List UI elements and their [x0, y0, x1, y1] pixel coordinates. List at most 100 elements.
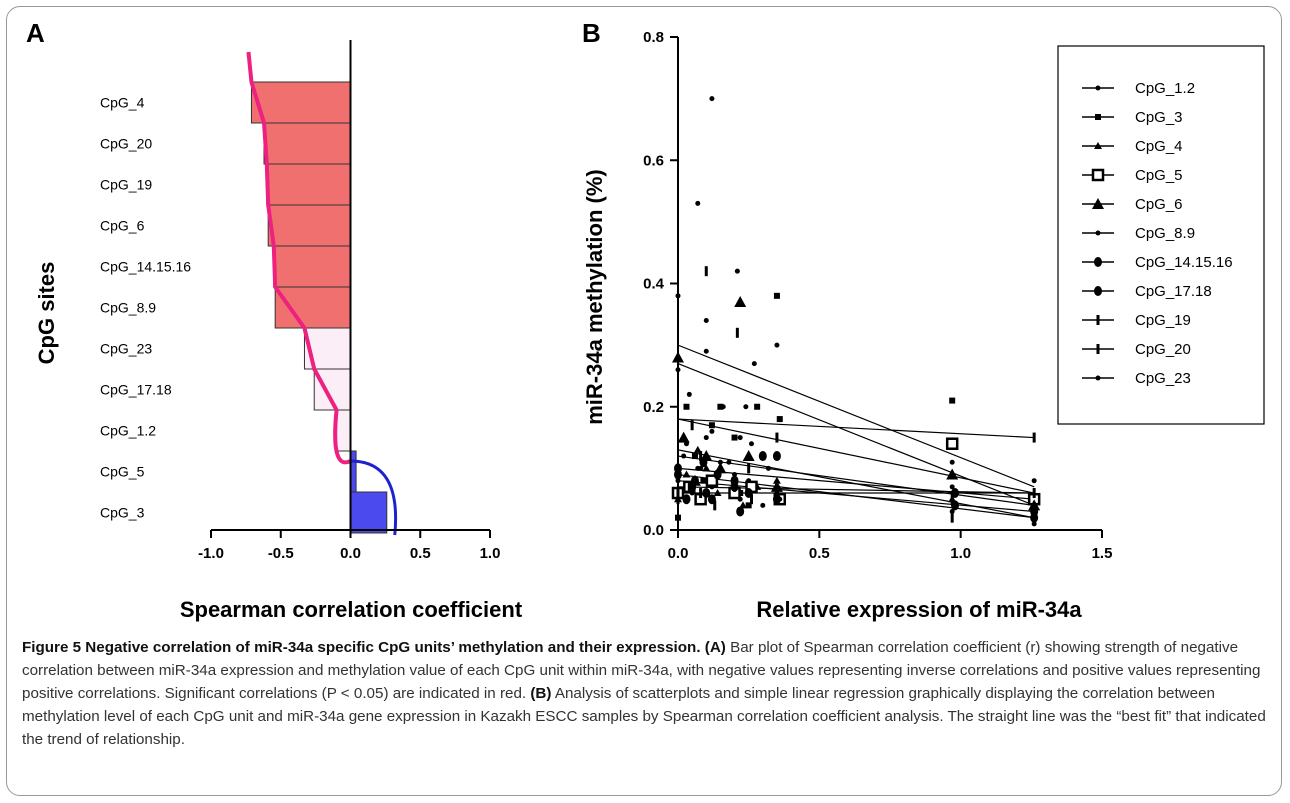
- point-CpG_8.9: [686, 391, 692, 397]
- point-CpG_20: [699, 451, 703, 462]
- legend-label-CpG_8.9: CpG_8.9: [1135, 225, 1195, 242]
- point-CpG_23: [683, 441, 689, 447]
- point-CpG_17.18: [772, 451, 781, 462]
- fit-line-CpG_1.2: [677, 455, 1035, 506]
- point-CpG_1.2: [681, 453, 687, 459]
- panel-b-x-tick-label: 0.5: [809, 545, 830, 562]
- bar-CpG_1.2: [336, 409, 351, 452]
- legend-marker-CpG_1.2: [1095, 85, 1101, 91]
- point-CpG_19: [950, 512, 954, 523]
- panel-b-legend: CpG_1.2 CpG_3 CpG_4 CpG_5 CpG_6 CpG_8.9 CpG_14…: [1057, 45, 1265, 425]
- significance-curve-negative: [246, 51, 352, 465]
- point-CpG_4: [682, 470, 691, 478]
- point-CpG_4: [702, 464, 711, 472]
- fit-line-CpG_3: [677, 418, 1035, 494]
- figure-panels: A B CpG sites Spearman correlation coeff…: [26, 18, 1265, 622]
- point-CpG_19: [687, 481, 691, 492]
- point-CpG_19: [733, 481, 737, 492]
- point-CpG_14.15.16: [702, 488, 711, 499]
- panel-b-x-tick-label: 1.5: [1092, 545, 1113, 562]
- category-label-CpG_4: CpG_4: [100, 95, 145, 111]
- bar-CpG_4: [250, 81, 351, 124]
- point-CpG_3: [745, 502, 752, 509]
- panel-b-letter: B: [582, 18, 601, 48]
- point-CpG_23: [1031, 521, 1037, 527]
- significance-curve-positive: [350, 459, 398, 536]
- figure-frame: [6, 6, 1282, 796]
- point-CpG_23: [777, 496, 783, 502]
- category-label-CpG_20: CpG_20: [100, 136, 152, 152]
- point-CpG_8.9: [1031, 478, 1037, 484]
- caption-text-b: Analysis of scatterplots and simple line…: [22, 685, 1266, 748]
- panel-b-y-tick-label: 0.8: [643, 29, 664, 46]
- point-CpG_8.9: [743, 404, 749, 410]
- legend-marker-CpG_3: [1095, 114, 1101, 120]
- legend-label-CpG_6: CpG_6: [1135, 196, 1183, 213]
- caption-marker-b: (B): [530, 685, 552, 702]
- point-CpG_17.18: [1030, 506, 1039, 517]
- point-CpG_20: [1032, 432, 1036, 443]
- legend-marker-CpG_17.18: [1094, 286, 1102, 296]
- category-label-CpG_23: CpG_23: [100, 341, 152, 357]
- point-CpG_3: [683, 403, 690, 410]
- point-CpG_19: [749, 494, 753, 505]
- point-CpG_20: [735, 327, 739, 338]
- panel-b-y-axis-title: miR-34a methylation (%): [582, 169, 607, 425]
- point-CpG_3: [754, 403, 761, 410]
- bar-CpG_19: [266, 163, 351, 206]
- panel-a-x-tick-label: -0.5: [268, 545, 294, 562]
- point-CpG_8.9: [720, 404, 726, 410]
- point-CpG_14.15.16: [736, 506, 745, 517]
- point-CpG_8.9: [695, 200, 701, 206]
- panel-b-y-tick-label: 0.2: [643, 399, 664, 416]
- point-CpG_20: [747, 463, 751, 474]
- point-CpG_14.15.16: [758, 451, 767, 462]
- point-CpG_6: [1028, 499, 1041, 511]
- point-CpG_19: [1032, 488, 1036, 499]
- legend-marker-CpG_6: [1092, 198, 1104, 209]
- category-label-CpG_6: CpG_6: [100, 218, 145, 234]
- category-label-CpG_19: CpG_19: [100, 177, 152, 193]
- point-CpG_23: [695, 465, 701, 471]
- fit-line-CpG_23: [677, 449, 1035, 519]
- legend-label-CpG_20: CpG_20: [1135, 341, 1191, 358]
- point-CpG_3: [691, 453, 698, 460]
- caption-text-a: Bar plot of Spearman correlation coeffic…: [22, 639, 1261, 702]
- category-label-CpG_1.2: CpG_1.2: [100, 423, 156, 439]
- legend-label-CpG_3: CpG_3: [1135, 109, 1183, 126]
- fit-line-CpG_20: [677, 418, 1035, 439]
- legend-marker-CpG_4: [1094, 142, 1102, 149]
- legend-box: [1057, 45, 1265, 425]
- point-CpG_3: [700, 477, 707, 484]
- point-CpG_19: [713, 500, 717, 511]
- point-CpG_3: [776, 416, 783, 423]
- point-CpG_20: [690, 420, 694, 431]
- panel-b-scatter-chart: miR-34a methylation (%) Relative express…: [582, 29, 1265, 622]
- category-label-CpG_3: CpG_3: [100, 505, 145, 521]
- point-CpG_1.2: [760, 502, 766, 508]
- point-CpG_23: [765, 465, 771, 471]
- panel-b-x-axis-title: Relative expression of miR-34a: [756, 597, 1082, 622]
- point-CpG_19: [775, 488, 779, 499]
- point-CpG_20: [950, 494, 954, 505]
- point-CpG_8.9: [949, 459, 955, 465]
- point-CpG_4: [713, 489, 722, 497]
- panel-b-y-tick-label: 0.6: [643, 152, 664, 169]
- panel-b-y-tick-label: 0.0: [643, 522, 664, 539]
- point-CpG_8.9: [709, 96, 715, 102]
- point-CpG_4: [739, 501, 748, 509]
- bar-CpG_14.15.16: [273, 245, 351, 288]
- point-CpG_17.18: [730, 475, 739, 486]
- point-CpG_3: [949, 397, 956, 404]
- panel-a-y-axis-title: CpG sites: [34, 262, 59, 365]
- point-CpG_23: [748, 441, 754, 447]
- panel-a-bar-chart: CpG sites Spearman correlation coefficie…: [34, 40, 523, 622]
- legend-marker-CpG_8.9: [1095, 230, 1101, 236]
- bar-CpG_20: [263, 122, 352, 165]
- panel-a-x-axis-title: Spearman correlation coefficient: [180, 597, 523, 622]
- point-CpG_8.9: [734, 268, 740, 274]
- point-CpG_8.9: [703, 348, 709, 354]
- point-CpG_3: [717, 403, 724, 410]
- panel-b-y-tick-label: 0.4: [643, 276, 665, 293]
- point-CpG_6: [742, 450, 755, 462]
